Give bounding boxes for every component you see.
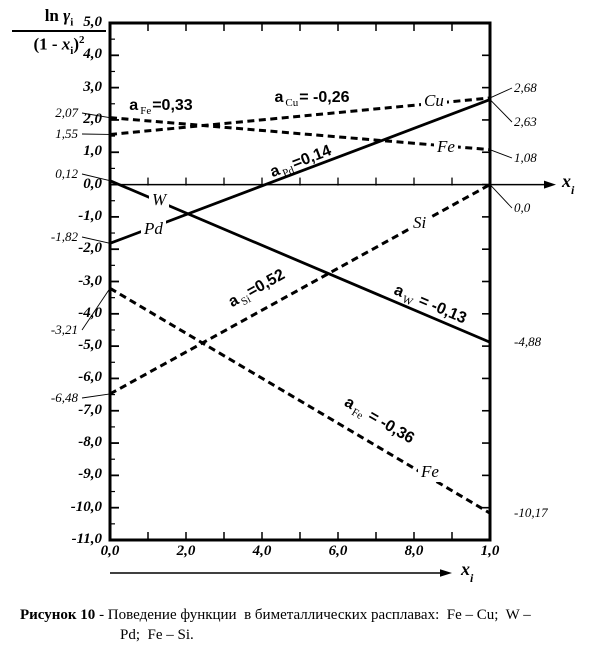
x-axis-tick-label: 0,0 [100, 543, 120, 559]
y-axis-tick-label: 1,0 [83, 143, 102, 160]
edge-value-label: 0,12 [55, 166, 78, 181]
x-axis-label-bottom: xi [461, 559, 474, 585]
y-axis-tick-label: 4,0 [83, 46, 102, 63]
x-axis-tick-label: 4,0 [252, 543, 272, 559]
y-axis-tick-label: -1,0 [78, 207, 102, 224]
y-axis-tick-label: -11,0 [71, 531, 102, 547]
edge-value-label: -6,48 [50, 390, 78, 405]
edge-value-label: -10,17 [514, 505, 548, 520]
annotation-sub: Cu [285, 97, 299, 109]
annotation-var: a [129, 97, 139, 114]
edge-value-label: 0,0 [514, 200, 531, 215]
y-axis-tick-label: -8,0 [78, 434, 102, 451]
annotation-a-cu: a Cu= -0,26 [274, 87, 349, 109]
y-axis-tick-label: -2,0 [78, 240, 102, 257]
y-axis-tick-label: -9,0 [78, 466, 102, 483]
leader-line [489, 184, 513, 209]
edge-value-label: 2,68 [514, 80, 537, 95]
annotation-sub: Fe [140, 105, 152, 117]
y-axis-title-denominator: (1 - xi)2 [33, 34, 85, 58]
annotation-a-fe: a Fe=0,33 [129, 95, 192, 117]
caption-number: Рисунок 10 [20, 607, 96, 623]
x-axis-tick-label: 8,0 [404, 543, 424, 559]
edge-value-label: 2,07 [55, 105, 78, 120]
series-label-cu: Cu [421, 91, 447, 111]
caption-text: - Поведение функции в биметаллических ра… [95, 607, 531, 623]
x-axis-tick-label: 6,0 [328, 543, 348, 559]
y-axis-tick-label: -5,0 [78, 337, 102, 354]
series-label-fe: Fe [434, 137, 458, 157]
y-axis-tick-label: 0,0 [83, 175, 102, 192]
series-label-si: Si [410, 213, 430, 233]
y-axis-tick-label: -6,0 [78, 369, 102, 386]
x-axis-arrowhead-icon [544, 180, 556, 189]
edge-value-label: -4,88 [514, 334, 542, 349]
edge-value-label: 1,08 [514, 150, 537, 165]
leader-line [489, 99, 513, 123]
caption-line-2: Pd; Fe – Si. [120, 627, 194, 643]
y-axis-tick-label: -7,0 [78, 401, 102, 418]
edge-value-label: -3,21 [50, 322, 78, 337]
leader-line [81, 288, 111, 331]
series-line-w [109, 179, 491, 344]
y-axis-tick-label: 2,0 [83, 110, 102, 127]
bottom-axis-arrowhead-icon [440, 569, 452, 577]
leader-line [81, 112, 111, 119]
leader-line [489, 149, 513, 159]
series-line-fe [109, 116, 491, 152]
series-line-pd [109, 98, 491, 245]
edge-value-label: 2,63 [514, 114, 537, 129]
series-line-si [109, 183, 491, 396]
y-axis-title-numerator: ln γi [12, 6, 106, 33]
edge-value-label: 1,55 [55, 126, 78, 141]
y-axis-tick-label: -4,0 [78, 304, 102, 321]
annotation-value: =0,33 [152, 97, 193, 114]
x-axis-label: xi [562, 171, 575, 197]
caption-line-1: Рисунок 10 - Поведение функции в биметал… [20, 605, 595, 625]
series-label-w: W [149, 190, 170, 210]
annotation-var: a [274, 89, 284, 106]
series-line-cu [109, 96, 491, 136]
series-line-fe [109, 286, 491, 515]
x-axis-tick-label: 2,0 [176, 543, 196, 559]
figure-caption: Рисунок 10 - Поведение функции в биметал… [20, 605, 595, 645]
leader-line [489, 87, 513, 99]
leader-line [81, 236, 111, 244]
y-axis-tick-label: -3,0 [78, 272, 102, 289]
y-axis-tick-label: -10,0 [70, 498, 102, 515]
series-label-fe: Fe [418, 462, 442, 482]
leader-line [81, 173, 111, 182]
leader-line [81, 393, 111, 399]
y-axis-tick-label: 5,0 [83, 14, 102, 30]
edge-value-label: -1,82 [50, 229, 78, 244]
y-axis-tick-label: 3,0 [83, 78, 102, 95]
y-axis-title: ln γi (1 - xi)2 [8, 6, 110, 57]
annotation-value: = -0,26 [299, 89, 350, 106]
series-label-pd: Pd [141, 219, 166, 239]
x-axis-tick-label: 1,0 [480, 543, 500, 559]
